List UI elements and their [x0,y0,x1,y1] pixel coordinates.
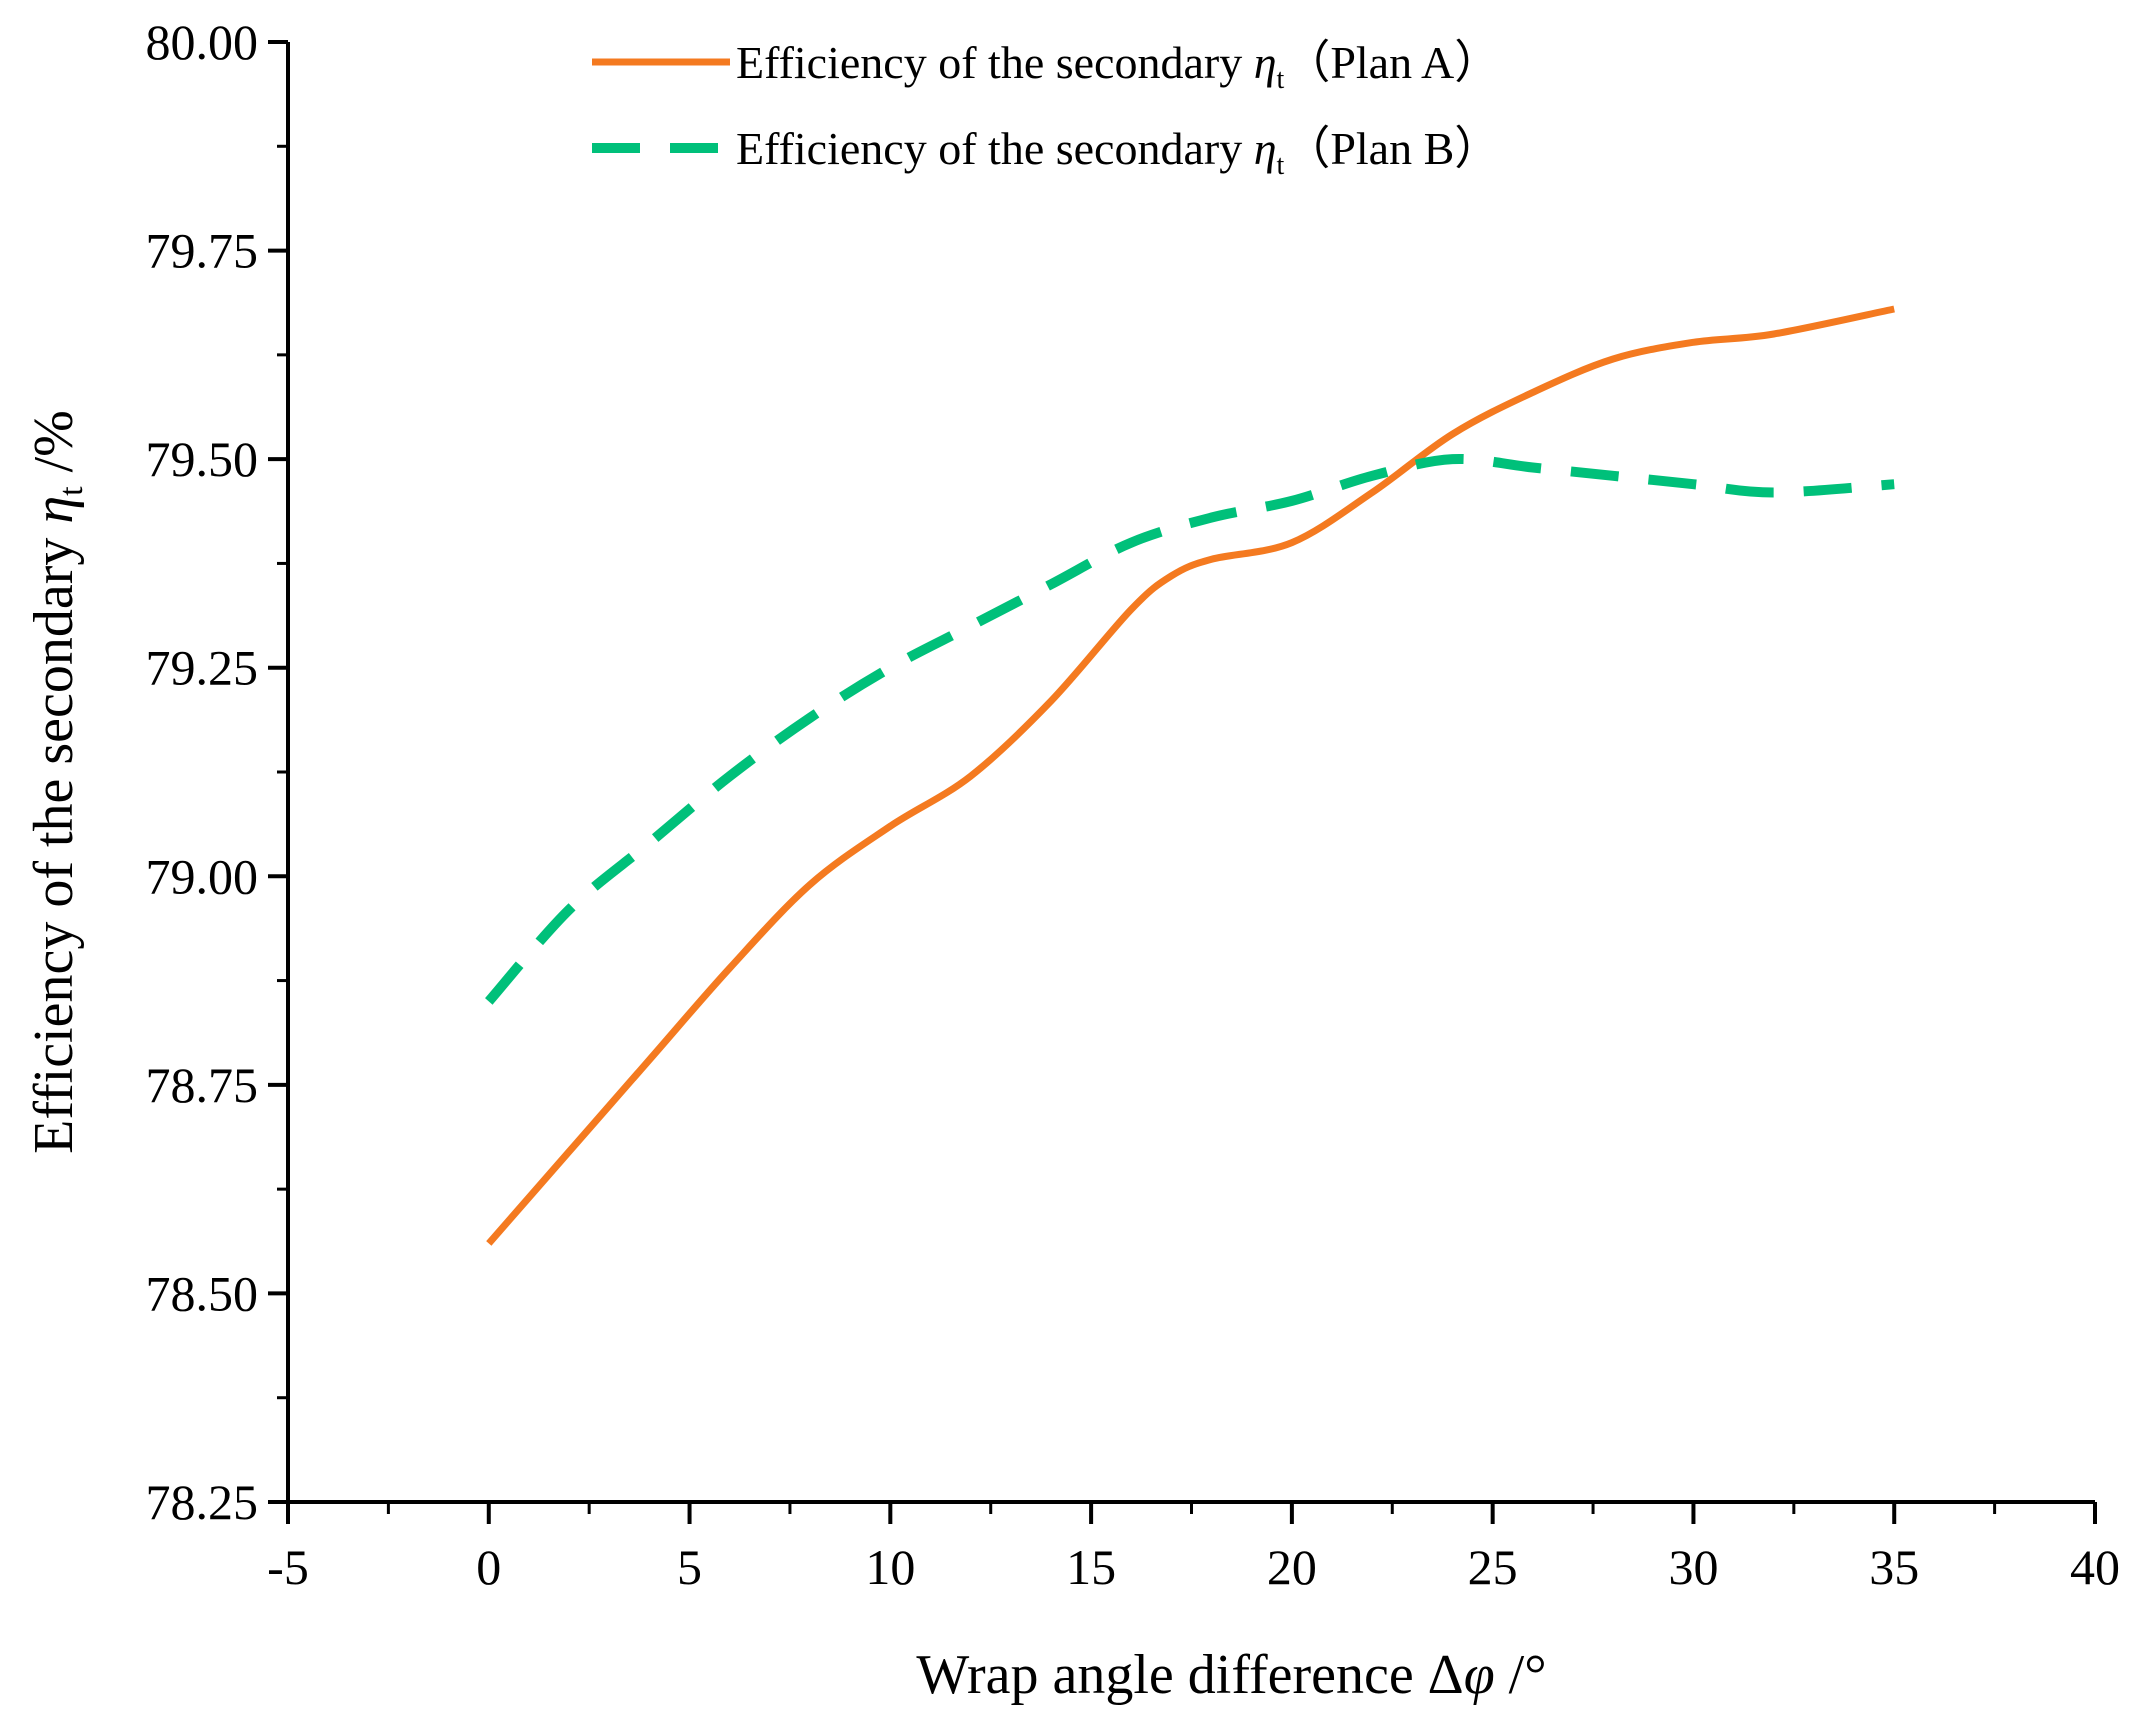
axes [286,42,2095,1504]
series-layer [485,305,1895,1246]
x-axis-title: Wrap angle difference Δφ /° [916,1644,1546,1706]
y-axis-title-main: Efficiency of the secondary [23,524,85,1154]
x-axis-title-main: Wrap angle difference Δ [916,1644,1463,1706]
x-axis-title-symbol: φ [1464,1644,1495,1706]
y-tick-label: 78.25 [146,1474,259,1530]
x-tick-label: 40 [2070,1539,2120,1595]
y-tick-label: 79.25 [146,640,259,696]
x-tick-label: 5 [677,1539,702,1595]
legend-label-suffix: （Plan A） [1284,37,1500,88]
y-tick-label: 78.50 [146,1265,259,1321]
y-tick-label: 79.00 [146,848,259,904]
legend-label-symbol: η [1254,123,1277,174]
legend: Efficiency of the secondary ηt（Plan A）Ef… [592,37,1500,181]
x-tick-label: 20 [1267,1539,1317,1595]
legend-label-plan-a: Efficiency of the secondary ηt（Plan A） [736,37,1500,95]
x-tick-label: 0 [476,1539,501,1595]
y-tick-label: 79.50 [146,431,259,487]
y-axis-title-symbol: η [23,496,85,524]
legend-label-subscript: t [1277,64,1285,95]
legend-label-subscript: t [1277,150,1285,181]
legend-label-plan-b: Efficiency of the secondary ηt（Plan B） [736,123,1500,181]
x-tick-label: 35 [1869,1539,1919,1595]
y-tick-label: 79.75 [146,223,259,279]
y-tick-label: 80.00 [146,14,259,70]
series-line-plan-b [485,453,1895,1005]
x-tick-label: 10 [865,1539,915,1595]
y-axis-title-unit: /% [23,410,85,486]
ticks: -5 0 5 10 15 20 25 30 35 40 78.25 78.50 78.75 79.00 79… [146,14,2121,1595]
y-axis-title-subscript: t [53,486,90,496]
x-tick-label: 30 [1668,1539,1718,1595]
legend-label-main: Efficiency of the secondary [736,37,1254,88]
legend-label-symbol: η [1254,37,1277,88]
legend-label-main: Efficiency of the secondary [736,123,1254,174]
y-tick-label: 78.75 [146,1057,259,1113]
legend-label-suffix: （Plan B） [1284,123,1500,174]
x-tick-label: -5 [267,1539,309,1595]
series-line-plan-a [486,305,1895,1246]
x-tick-label: 25 [1468,1539,1518,1595]
x-tick-label: 15 [1066,1539,1116,1595]
y-axis-title: Efficiency of the secondary ηt /% [23,410,90,1154]
x-axis-title-unit: /° [1495,1644,1547,1706]
